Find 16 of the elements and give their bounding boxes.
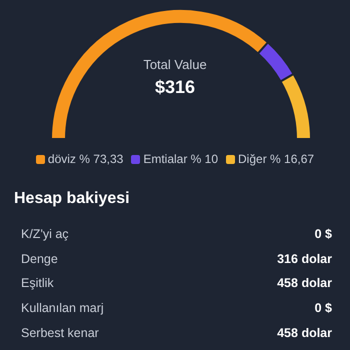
- legend-label: Diğer % 16,67: [238, 152, 314, 166]
- text: 0 $: [314, 301, 332, 316]
- text: 316 dolar: [277, 252, 332, 266]
- text: 0 $: [314, 227, 332, 241]
- text: $316: [154, 77, 196, 98]
- text: Serbest kenar: [21, 326, 99, 340]
- text: Denge: [21, 252, 58, 266]
- text: 458 dolar: [277, 326, 332, 340]
- legend-label: döviz % 73,33: [48, 152, 124, 166]
- text: K/Z'yi aç: [21, 227, 69, 241]
- text: Total Value: [142, 57, 208, 72]
- text: Kullanılan marj: [21, 301, 104, 316]
- text: 458 dolar: [277, 276, 332, 290]
- text: Eşitlik: [21, 276, 54, 290]
- text: Hesap bakiyesi: [14, 190, 130, 208]
- legend-label: Emtialar % 10: [143, 152, 218, 166]
